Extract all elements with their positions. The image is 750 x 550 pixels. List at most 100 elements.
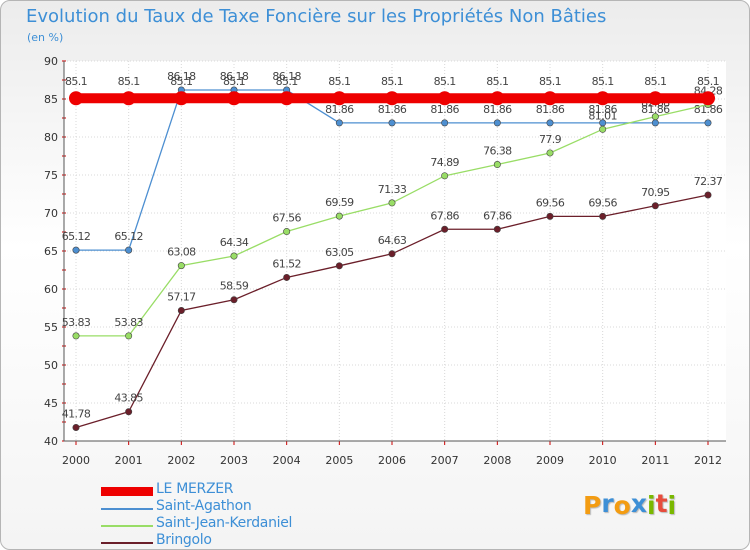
legend-label: LE MERZER: [156, 481, 234, 497]
y-tick-label: 60: [44, 283, 58, 296]
data-point: [125, 408, 133, 416]
data-label: 63.05: [325, 246, 354, 259]
x-tick-label: 2008: [483, 454, 511, 467]
logo-letter: o: [613, 491, 631, 520]
data-point: [437, 91, 452, 106]
data-point: [72, 246, 80, 254]
data-point: [701, 91, 715, 106]
data-label: 71.33: [378, 183, 407, 196]
data-point: [279, 91, 294, 106]
data-point: [72, 332, 80, 340]
data-point: [595, 91, 610, 106]
x-tick-label: 2005: [325, 454, 353, 467]
y-tick-label: 55: [44, 321, 58, 334]
data-point: [72, 423, 80, 431]
data-point: [599, 212, 607, 220]
data-point: [230, 252, 238, 260]
data-point: [283, 228, 291, 236]
data-label: 69.59: [325, 196, 354, 209]
data-point: [546, 149, 554, 157]
data-point: [441, 119, 449, 127]
logo-letter: t: [655, 489, 668, 518]
x-tick-label: 2012: [694, 454, 722, 467]
data-point: [704, 191, 712, 199]
data-point: [651, 119, 659, 127]
data-label: 85.1: [328, 75, 350, 88]
legend-swatch: [101, 487, 153, 496]
data-label: 67.86: [430, 209, 459, 222]
data-label: 81.86: [536, 103, 565, 116]
data-point: [125, 332, 133, 340]
data-point: [493, 225, 501, 233]
data-point: [651, 113, 659, 121]
data-point: [546, 119, 554, 127]
data-label: 85.1: [486, 75, 508, 88]
legend-swatch: [101, 525, 153, 527]
data-label: 85.1: [276, 75, 298, 88]
data-label: 85.1: [697, 75, 719, 88]
data-label: 85.1: [644, 75, 666, 88]
data-label: 57.17: [167, 291, 196, 304]
data-point: [651, 202, 659, 210]
x-tick-label: 2011: [641, 454, 669, 467]
data-point: [335, 212, 343, 220]
data-label: 86.18: [272, 70, 301, 83]
data-label: 85.1: [434, 75, 456, 88]
data-label: 43.85: [114, 392, 143, 405]
data-point: [388, 199, 396, 207]
data-label: 72.37: [694, 175, 723, 188]
data-label: 85.1: [592, 75, 614, 88]
data-label: 81.01: [588, 109, 617, 122]
data-point: [177, 307, 185, 315]
data-label: 77.9: [539, 133, 562, 146]
data-label: 64.63: [378, 234, 407, 247]
legend-swatch: [101, 542, 153, 544]
data-label: 67.86: [483, 209, 512, 222]
y-tick-label: 75: [44, 169, 58, 182]
data-point: [648, 91, 663, 106]
logo-letter: i: [667, 491, 677, 520]
data-point: [69, 91, 83, 106]
data-point: [174, 91, 189, 106]
data-label: 81.86: [325, 103, 354, 116]
data-label: 81.86: [641, 103, 670, 116]
y-tick-label: 85: [44, 93, 58, 106]
data-label: 69.56: [588, 196, 617, 209]
data-label: 70.95: [641, 186, 670, 199]
data-label: 41.78: [62, 407, 91, 420]
data-label: 81.86: [588, 103, 617, 116]
x-tick-label: 2007: [431, 454, 459, 467]
data-label: 86.18: [167, 70, 196, 83]
y-tick-label: 40: [44, 435, 58, 448]
data-point: [441, 225, 449, 233]
y-unit-label: (en %): [27, 31, 64, 44]
x-tick-label: 2006: [378, 454, 406, 467]
data-point: [704, 119, 712, 127]
y-tick-label: 90: [44, 55, 58, 68]
data-label: 69.56: [536, 196, 565, 209]
x-tick-label: 2010: [589, 454, 617, 467]
data-point: [388, 250, 396, 258]
y-tick-label: 45: [44, 397, 58, 410]
data-label: 65.12: [62, 230, 91, 243]
data-point: [125, 246, 133, 254]
data-point: [227, 91, 241, 106]
data-point: [441, 172, 449, 180]
legend-swatch: [101, 508, 153, 510]
data-label: 81.86: [483, 103, 512, 116]
data-label: 61.52: [272, 257, 301, 270]
data-point: [546, 212, 554, 220]
data-point: [599, 125, 607, 133]
y-tick-label: 70: [44, 207, 58, 220]
data-label: 85.1: [65, 75, 87, 88]
data-label: 58.59: [220, 280, 249, 293]
y-tick-label: 80: [44, 131, 58, 144]
x-tick-label: 2009: [536, 454, 564, 467]
data-point: [283, 273, 291, 281]
data-label: 85.1: [170, 75, 192, 88]
data-label: 53.83: [62, 316, 91, 329]
data-label: 67.56: [272, 212, 301, 225]
x-tick-label: 2003: [220, 454, 248, 467]
